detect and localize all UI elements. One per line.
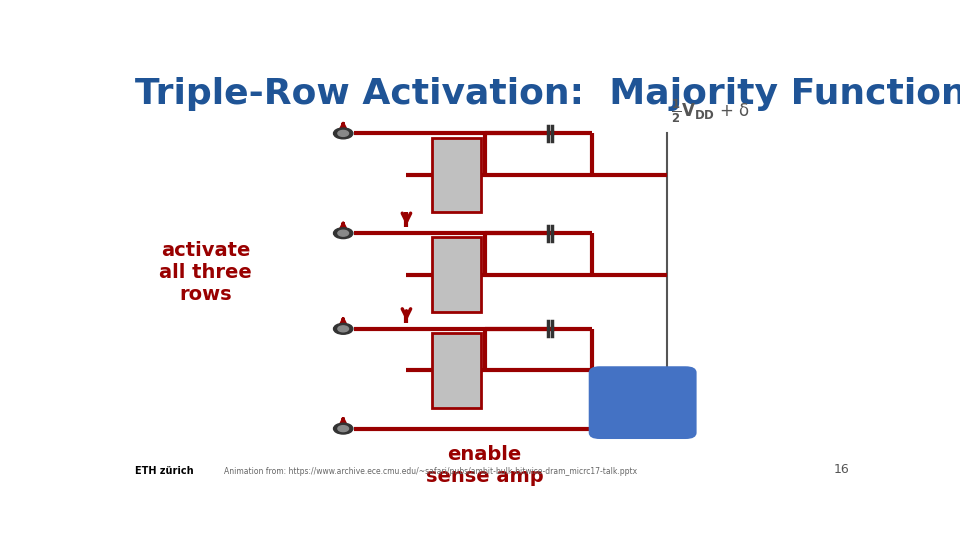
- Text: activate
all three
rows: activate all three rows: [159, 241, 252, 304]
- Circle shape: [338, 426, 348, 431]
- Text: Animation from: https://www.archive.ece.cmu.edu/~safari/pubs/ambit-bulk-bitwise-: Animation from: https://www.archive.ece.…: [225, 468, 637, 476]
- Bar: [432, 238, 481, 312]
- Text: enable
sense amp: enable sense amp: [425, 446, 543, 486]
- Bar: [432, 333, 481, 408]
- Circle shape: [333, 128, 353, 139]
- Text: $\mathbf{\frac{1}{2}V_{DD}}$ + δ: $\mathbf{\frac{1}{2}V_{DD}}$ + δ: [670, 98, 750, 125]
- Circle shape: [333, 423, 353, 434]
- FancyBboxPatch shape: [588, 366, 697, 439]
- Circle shape: [333, 228, 353, 239]
- Text: Sense
Amp: Sense Amp: [617, 387, 668, 419]
- Circle shape: [338, 230, 348, 236]
- Text: ETH zürich: ETH zürich: [134, 467, 194, 476]
- Text: Triple-Row Activation:  Majority Function: Triple-Row Activation: Majority Function: [134, 77, 960, 111]
- Circle shape: [333, 323, 353, 334]
- Text: 16: 16: [833, 463, 849, 476]
- Circle shape: [338, 326, 348, 332]
- Bar: [432, 138, 481, 212]
- Circle shape: [338, 131, 348, 137]
